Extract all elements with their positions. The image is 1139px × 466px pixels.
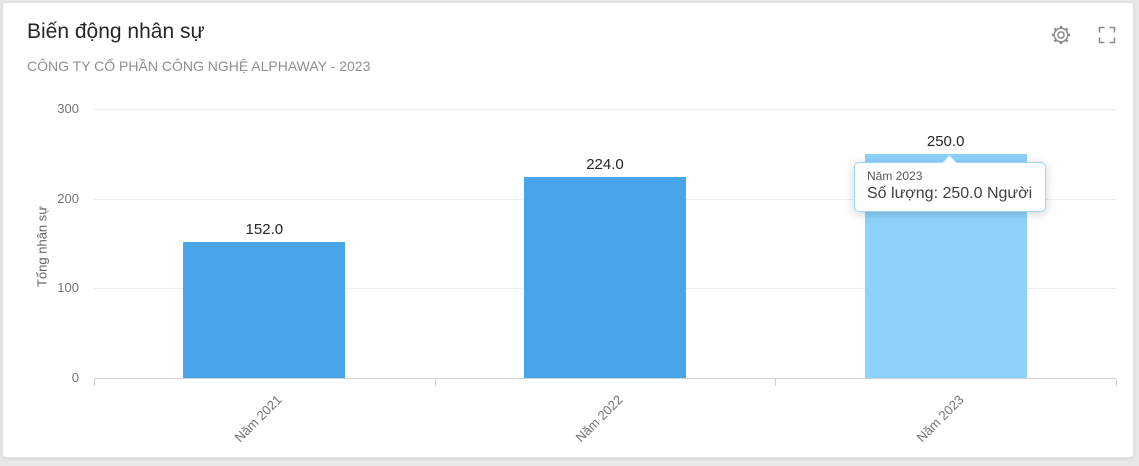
x-axis-tick — [434, 379, 436, 386]
fullscreen-icon[interactable] — [1095, 23, 1119, 47]
tooltip-title: Năm 2023 — [867, 169, 923, 183]
bar-value-label: 152.0 — [245, 220, 284, 238]
bar-value-label: 224.0 — [586, 156, 624, 174]
bar-value-label: 250.0 — [926, 132, 965, 150]
x-axis-tick — [94, 379, 95, 386]
y-axis-tick-label: 300 — [57, 101, 79, 116]
bar-Năm 2021[interactable] — [183, 241, 346, 378]
y-axis-tick-label: 200 — [57, 190, 79, 206]
gridline — [94, 109, 1116, 110]
chart-card: Biến động nhân sự CÔNG TY CỔ PHẦN CÔNG N… — [2, 2, 1134, 458]
page-subtitle: CÔNG TY CỔ PHẦN CÔNG NGHỆ ALPHAWAY - 202… — [27, 58, 371, 74]
x-axis-category-label: Năm 2023 — [913, 392, 967, 446]
settings-gear-icon[interactable] — [1049, 23, 1073, 47]
x-axis-tick — [775, 379, 777, 386]
bar-Năm 2022[interactable] — [524, 177, 686, 378]
x-axis-category-label: Năm 2022 — [572, 392, 626, 446]
x-axis-line — [94, 378, 1116, 379]
y-axis-tick-label: 100 — [57, 280, 79, 296]
x-axis-category-label: Năm 2021 — [231, 392, 285, 446]
x-axis-tick — [1116, 379, 1117, 386]
y-axis-tick-label: 0 — [71, 370, 79, 385]
tooltip: Năm 2023 Số lượng: 250.0 Người — [854, 154, 1046, 212]
page-title: Biến động nhân sự — [27, 20, 205, 43]
tooltip-value: Số lượng: 250.0 Người — [867, 185, 1033, 202]
